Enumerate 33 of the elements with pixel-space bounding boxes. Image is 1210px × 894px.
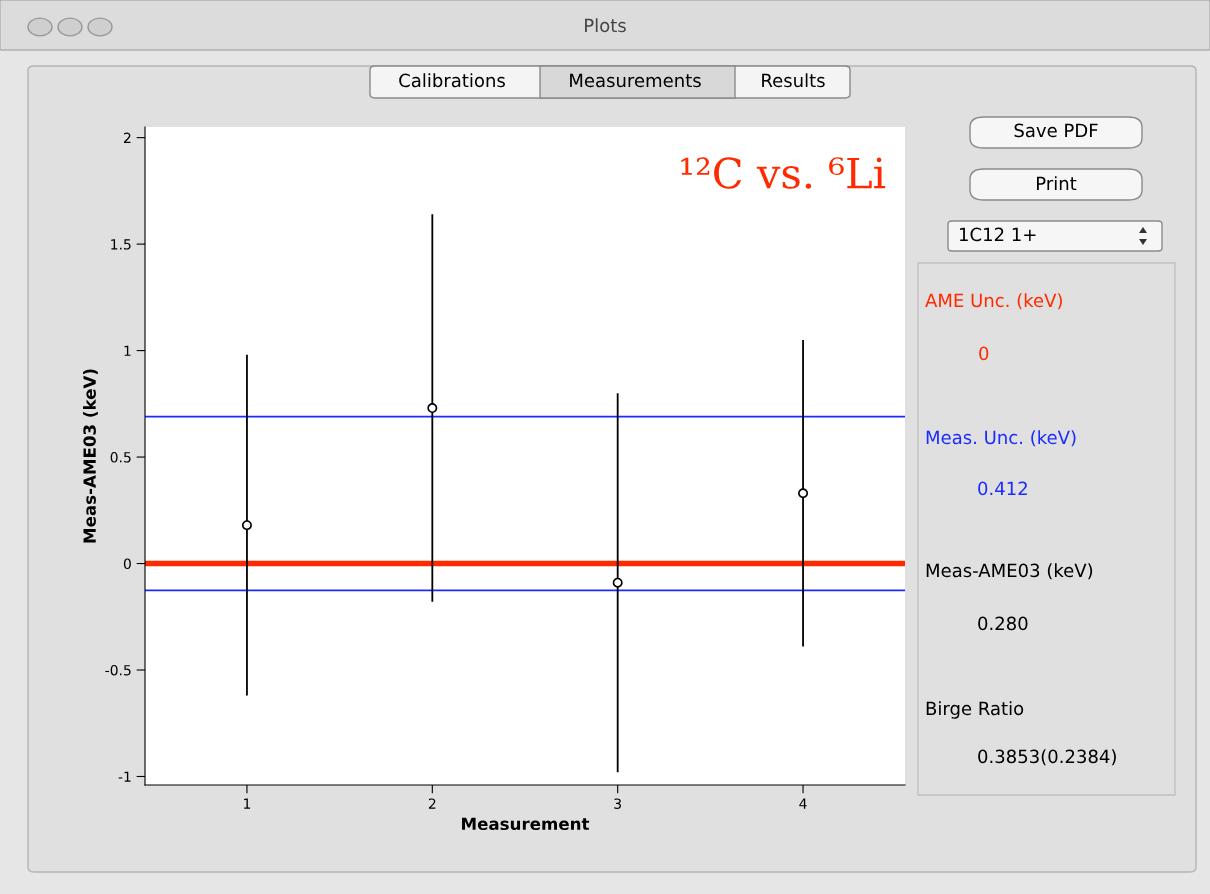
point (241, 520, 252, 531)
text: Measurements (570, 73, 701, 88)
point (612, 577, 623, 588)
y-tick-label: -0.5 (105, 664, 131, 676)
text: 0 (979, 346, 989, 361)
text: 1C12 1+ (959, 227, 1036, 242)
text: 0.3853(0.2384) (978, 749, 1116, 766)
text: AME Unc. (keV) (925, 293, 1062, 310)
y-tick-label: -1 (118, 771, 131, 782)
text: Plots (585, 18, 626, 33)
text: 0.280 (978, 616, 1028, 631)
y-tick-label: 1.5 (111, 239, 131, 250)
x-tick-label: 4 (799, 798, 807, 809)
text: Meas-AME03 (keV) (926, 563, 1093, 580)
text: Meas. Unc. (keV) (926, 430, 1076, 447)
text: 0.412 (978, 481, 1027, 496)
x-axis-title: Measurement (462, 817, 590, 831)
y-axis-title: Meas-AME03 (keV) (83, 369, 98, 543)
text: Birge Ratio (926, 701, 1024, 719)
y-tick-label: 1 (124, 345, 131, 356)
text: Print (1037, 176, 1077, 190)
y-tick-label: 0.5 (110, 452, 131, 463)
text: Results (762, 73, 825, 88)
y-tick-label: 2 (123, 132, 131, 143)
x-tick-label: 3 (614, 798, 621, 809)
text: ¹²C vs. ⁶Li (681, 157, 886, 189)
point (798, 488, 809, 499)
x-tick-label: 2 (428, 798, 436, 809)
y-tick-label: 0 (123, 558, 131, 570)
x-tick-label: 1 (244, 798, 251, 809)
text: Save PDF (1014, 123, 1098, 138)
text: Calibrations (399, 73, 505, 88)
point (427, 403, 438, 414)
